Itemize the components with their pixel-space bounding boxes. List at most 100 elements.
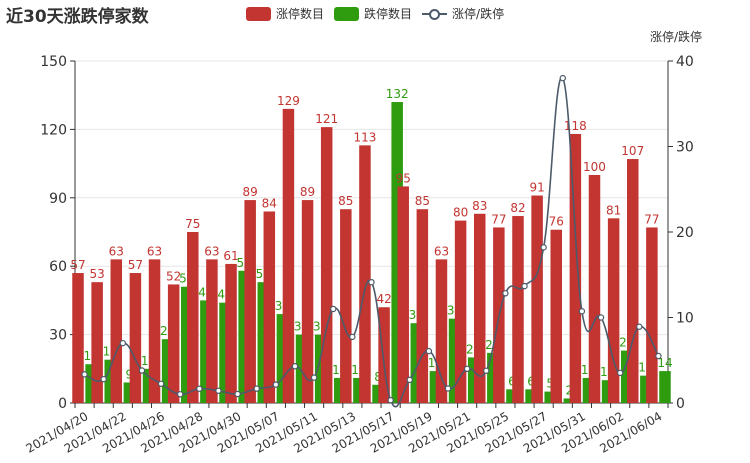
bar-up: [359, 145, 371, 404]
bar-down-label: 9: [126, 367, 134, 381]
bar-down: [410, 323, 423, 403]
ratio-point: [406, 376, 413, 384]
bar-up-label: 83: [472, 199, 487, 213]
bar-up-label: 80: [453, 206, 468, 220]
bar-up: [646, 227, 658, 403]
y-right-tick-label: 30: [676, 140, 694, 156]
y-right-tick-label: 10: [676, 311, 694, 327]
bar-down: [353, 377, 365, 403]
ratio-point: [215, 387, 222, 394]
bar-up-label: 63: [204, 244, 219, 258]
bar-up: [72, 273, 84, 403]
bar-up: [167, 284, 180, 403]
bar-up-label: 95: [396, 171, 411, 185]
ratio-point: [483, 367, 490, 374]
ratio-point: [349, 333, 356, 341]
ratio-point: [444, 385, 452, 392]
y-left-tick-label: 90: [49, 191, 67, 207]
ratio-point: [559, 74, 566, 82]
bar-down-label: 5: [546, 377, 554, 391]
bar-up: [225, 263, 237, 403]
legend-item-down[interactable]: 跌停数目: [334, 5, 412, 22]
ratio-point: [119, 339, 127, 347]
legend-swatch-ratio: [422, 7, 448, 21]
bar-down: [620, 350, 633, 403]
bar-down: [601, 380, 614, 403]
bar-up-label: 129: [277, 94, 300, 108]
bar-up-label: 63: [434, 244, 449, 258]
bar-up-label: 75: [185, 217, 200, 231]
ratio-point: [540, 244, 547, 251]
bar-down: [467, 357, 480, 403]
bar-down-label: 8: [374, 370, 382, 384]
bar-up: [473, 213, 486, 403]
bar-down-label: 6: [527, 374, 535, 388]
bar-down-label: 2: [566, 383, 574, 397]
y-left-tick-label: 30: [49, 328, 67, 344]
ratio-point: [310, 374, 318, 381]
bar-up: [416, 209, 429, 403]
bar-down: [123, 382, 136, 403]
bar-down: [334, 377, 346, 403]
bar-up: [263, 211, 276, 403]
ratio-point: [655, 352, 662, 360]
bar-up-label: 82: [510, 201, 525, 215]
y-right-axis-label: 涨停/跌停: [650, 29, 702, 44]
ratio-point: [100, 375, 107, 383]
legend-item-up[interactable]: 涨停数目: [246, 5, 324, 22]
bar-up: [282, 108, 295, 403]
bar-down: [659, 371, 671, 403]
bar-up: [244, 200, 256, 403]
bar-up-label: 63: [109, 244, 124, 258]
bar-up: [454, 220, 467, 403]
ratio-point: [157, 380, 165, 387]
bar-up-label: 84: [262, 196, 277, 210]
bar-up: [206, 259, 218, 403]
y-left-tick-label: 0: [58, 396, 67, 412]
bar-up-label: 42: [376, 292, 391, 306]
bar-up: [531, 195, 543, 403]
bar-up-label: 53: [90, 267, 105, 281]
ratio-point: [272, 381, 280, 388]
legend-swatch-up: [246, 6, 271, 21]
ratio-point: [616, 369, 624, 377]
chart-legend: 涨停数目 跌停数目 涨停/跌停: [246, 5, 514, 22]
bar-up-label: 118: [564, 119, 587, 133]
bar-down: [142, 368, 155, 403]
chart-title: 近30天涨跌停家数: [6, 7, 149, 27]
bar-up: [129, 273, 142, 403]
ratio-point: [387, 397, 394, 404]
bar-down: [640, 375, 652, 403]
bar-up-label: 77: [644, 212, 659, 226]
ratio-point: [291, 363, 299, 370]
ratio-point: [463, 365, 471, 372]
bar-up: [110, 259, 123, 403]
bar-up: [588, 175, 601, 403]
bar-down: [525, 389, 537, 403]
bar-up: [187, 232, 199, 403]
legend-label-up: 涨停数目: [276, 7, 325, 21]
bar-up-label: 85: [338, 194, 353, 208]
bar-down: [429, 371, 442, 403]
bar-up-label: 77: [491, 212, 506, 226]
bar-down: [372, 384, 384, 403]
bar-down: [563, 398, 576, 403]
bar-up: [550, 229, 562, 403]
bar-up-label: 91: [529, 181, 544, 195]
bar-down: [257, 282, 270, 403]
bar-up: [397, 186, 409, 403]
y-right-tick-label: 20: [676, 225, 694, 241]
legend-label-ratio: 涨停/跌停: [452, 7, 505, 21]
y-left-tick-label: 60: [49, 259, 67, 275]
ratio-point: [138, 367, 146, 374]
bar-down: [506, 389, 518, 403]
bar-up-label: 121: [315, 112, 338, 126]
bar-up: [340, 209, 352, 403]
bar-up: [569, 133, 582, 403]
bar-up-label: 63: [147, 244, 162, 258]
bar-down-label: 6: [508, 374, 516, 388]
legend-item-ratio[interactable]: 涨停/跌停: [422, 5, 504, 22]
bar-up-label: 100: [583, 160, 606, 174]
